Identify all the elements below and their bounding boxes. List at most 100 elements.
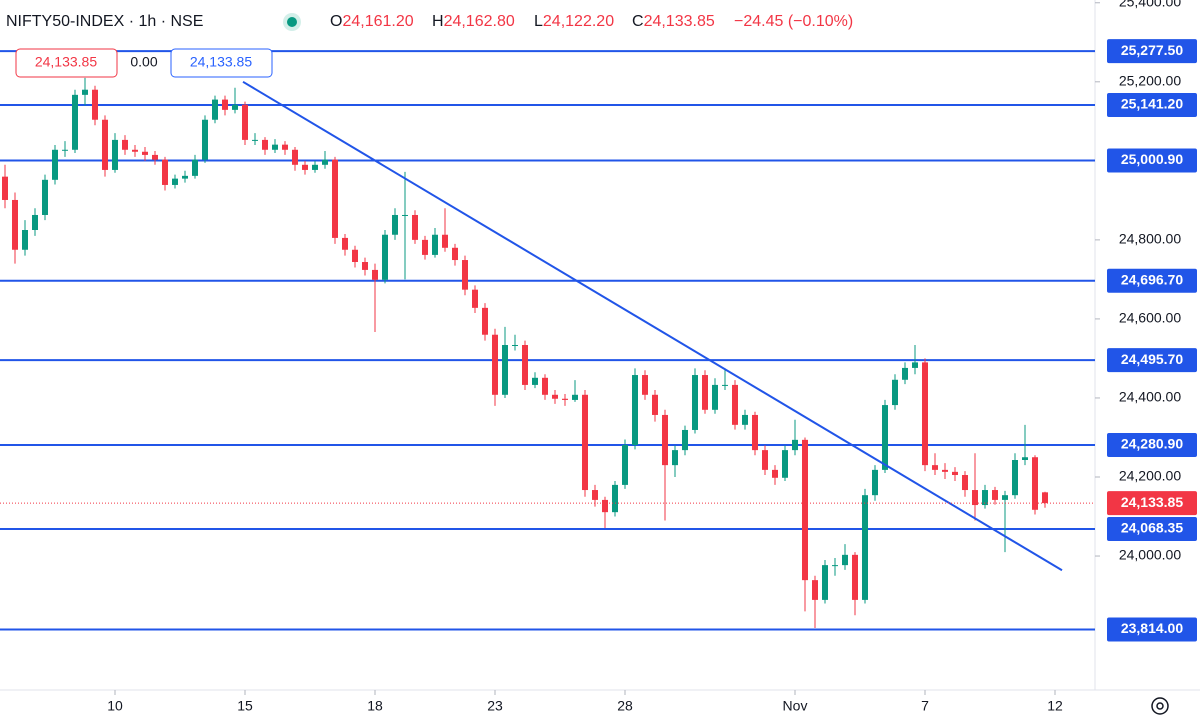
candle-body	[552, 394, 558, 399]
sell-box[interactable]	[15, 48, 118, 78]
candle-body	[802, 439, 808, 581]
level-label-box	[1107, 93, 1197, 118]
ohlc-value: 24,133.85	[644, 13, 715, 30]
x-tick-label: 10	[107, 698, 123, 714]
change: −24.45 (−0.10%)	[734, 13, 853, 30]
plot	[0, 50, 1095, 631]
candle-body	[762, 450, 768, 470]
level-label-box	[1107, 433, 1197, 458]
candle-body	[672, 450, 678, 466]
level-label: 24,495.70	[1121, 351, 1183, 367]
candle-body	[742, 414, 748, 425]
candle-body	[92, 89, 98, 120]
candle-body	[1012, 460, 1018, 496]
candle-body	[522, 345, 528, 385]
gear-inner[interactable]	[1156, 702, 1164, 710]
candle-body	[322, 159, 328, 165]
x-tick-label: 7	[921, 698, 929, 714]
settings-icon[interactable]	[1151, 697, 1169, 715]
candle-body	[642, 375, 648, 395]
candle-body	[22, 230, 28, 250]
x-tick-label: Nov	[783, 698, 808, 714]
candle-body	[782, 450, 788, 478]
sell-price[interactable]: 24,133.85	[35, 54, 97, 70]
candle-body	[482, 307, 488, 335]
candle-body	[282, 144, 288, 150]
ohlc-value: 24,162.80	[444, 13, 515, 30]
candle-body	[42, 179, 48, 215]
candle-body	[732, 384, 738, 425]
candle-body	[852, 554, 858, 600]
candle-body	[1032, 457, 1038, 510]
last-price-label: 24,133.85	[1121, 494, 1183, 510]
candle-body	[192, 159, 198, 176]
candle-body	[542, 377, 548, 395]
candle-body	[822, 565, 828, 600]
candle-body	[502, 345, 508, 395]
candle-body	[902, 367, 908, 380]
candle-body	[962, 475, 968, 491]
candle-body	[162, 159, 168, 185]
candle-body	[982, 490, 988, 506]
level-label: 23,814.00	[1121, 620, 1183, 636]
candle-body	[582, 394, 588, 491]
candle-body	[862, 495, 868, 600]
symbol-title[interactable]: NIFTY50-INDEX · 1h · NSE	[6, 13, 203, 30]
candle-body	[532, 377, 538, 385]
candle-body	[472, 289, 478, 308]
candle-body	[172, 178, 178, 185]
candle-body	[12, 199, 18, 250]
y-tick-label: 25,400.00	[1119, 0, 1181, 9]
candle-body	[142, 151, 148, 155]
candle-body	[882, 405, 888, 470]
level-label-box	[1107, 348, 1197, 373]
level-label-box	[1107, 148, 1197, 173]
y-tick-label: 24,400.00	[1119, 389, 1181, 405]
candle-body	[202, 119, 208, 160]
candle-body	[2, 176, 8, 200]
ohlc-key: O	[330, 13, 342, 30]
candle-body	[692, 375, 698, 430]
candle-body	[462, 260, 468, 290]
gear-outer[interactable]	[1151, 697, 1169, 715]
candle-body	[602, 499, 608, 513]
candle-body	[442, 234, 448, 248]
ohlc-value: 24,122.20	[543, 13, 614, 30]
candle-body	[232, 104, 238, 110]
candle-body	[312, 164, 318, 170]
candle-body	[842, 554, 848, 566]
candle-body	[1022, 457, 1028, 460]
last-price-box	[1107, 491, 1197, 516]
x-tick-label: 23	[487, 698, 503, 714]
candle-body	[122, 139, 128, 150]
ohlc-key: L	[534, 13, 543, 30]
candle-body	[102, 119, 108, 170]
status-dot	[287, 17, 297, 27]
spread: 0.00	[130, 54, 157, 70]
candle-body	[422, 239, 428, 255]
candle-body	[572, 394, 578, 400]
candle-body	[412, 214, 418, 240]
y-tick-label: 24,200.00	[1119, 468, 1181, 484]
candle-body	[662, 414, 668, 466]
ohlc-item: L24,122.20	[534, 13, 614, 30]
ohlc-key: C	[632, 13, 644, 30]
candle-body	[132, 149, 138, 152]
candle-body	[292, 149, 298, 165]
candle-body	[352, 249, 358, 263]
candle-body	[612, 484, 618, 513]
level-label: 25,277.50	[1121, 42, 1183, 58]
ohlc-item: C24,133.85	[632, 13, 715, 30]
buy-price[interactable]: 24,133.85	[190, 54, 252, 70]
trend-line	[242, 80, 1063, 572]
candle-body	[52, 149, 58, 180]
buy-box[interactable]	[170, 48, 273, 78]
candle-body	[922, 362, 928, 466]
candle-body	[832, 565, 838, 567]
ohlc-item: H24,162.80	[432, 13, 515, 30]
candle-body	[382, 234, 388, 280]
candle-body	[722, 384, 728, 386]
ohlc-header: O24,161.20 H24,162.80 L24,122.20 C24,133.85…	[330, 13, 853, 30]
